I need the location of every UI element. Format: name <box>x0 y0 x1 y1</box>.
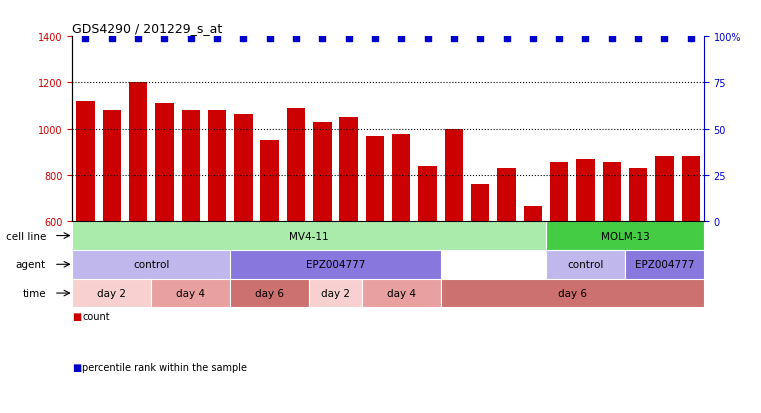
Text: percentile rank within the sample: percentile rank within the sample <box>82 363 247 373</box>
Text: day 2: day 2 <box>97 288 126 298</box>
Text: day 2: day 2 <box>321 288 350 298</box>
Text: day 6: day 6 <box>255 288 284 298</box>
Bar <box>231 250 441 279</box>
Bar <box>419 166 437 222</box>
Bar <box>155 104 174 222</box>
Bar <box>498 169 516 222</box>
Bar <box>151 279 231 308</box>
Bar <box>339 118 358 222</box>
Bar <box>72 222 546 250</box>
Text: MV4-11: MV4-11 <box>289 231 329 241</box>
Text: GDS4290 / 201229_s_at: GDS4290 / 201229_s_at <box>72 21 222 35</box>
Text: MOLM-13: MOLM-13 <box>600 231 649 241</box>
Bar <box>441 279 704 308</box>
Text: ■: ■ <box>72 363 81 373</box>
Bar <box>72 279 151 308</box>
Text: day 4: day 4 <box>177 288 205 298</box>
Bar <box>313 123 332 222</box>
Text: EPZ004777: EPZ004777 <box>306 260 365 270</box>
Text: day 6: day 6 <box>558 288 587 298</box>
Bar <box>629 169 648 222</box>
Bar <box>392 135 410 222</box>
Bar <box>625 250 704 279</box>
Bar <box>103 111 121 222</box>
Text: control: control <box>133 260 170 270</box>
Bar <box>260 141 279 222</box>
Bar <box>524 206 542 222</box>
Text: EPZ004777: EPZ004777 <box>635 260 694 270</box>
Bar <box>309 279 361 308</box>
Bar <box>129 83 148 222</box>
Bar <box>182 111 200 222</box>
Bar <box>76 102 94 222</box>
Text: control: control <box>567 260 603 270</box>
Text: agent: agent <box>16 260 46 270</box>
Bar <box>576 159 594 222</box>
Bar <box>361 279 441 308</box>
Text: cell line: cell line <box>5 231 46 241</box>
Bar <box>550 163 568 222</box>
Bar <box>72 250 231 279</box>
Text: day 4: day 4 <box>387 288 416 298</box>
Bar <box>234 114 253 222</box>
Bar <box>287 109 305 222</box>
Bar <box>546 222 704 250</box>
Text: ■: ■ <box>72 311 81 321</box>
Bar <box>655 157 673 222</box>
Bar <box>546 250 625 279</box>
Bar <box>231 279 309 308</box>
Bar <box>603 163 621 222</box>
Bar <box>444 129 463 222</box>
Bar <box>208 111 226 222</box>
Bar <box>471 185 489 222</box>
Text: count: count <box>82 311 110 321</box>
Text: time: time <box>22 288 46 298</box>
Bar <box>682 157 700 222</box>
Bar <box>366 136 384 222</box>
